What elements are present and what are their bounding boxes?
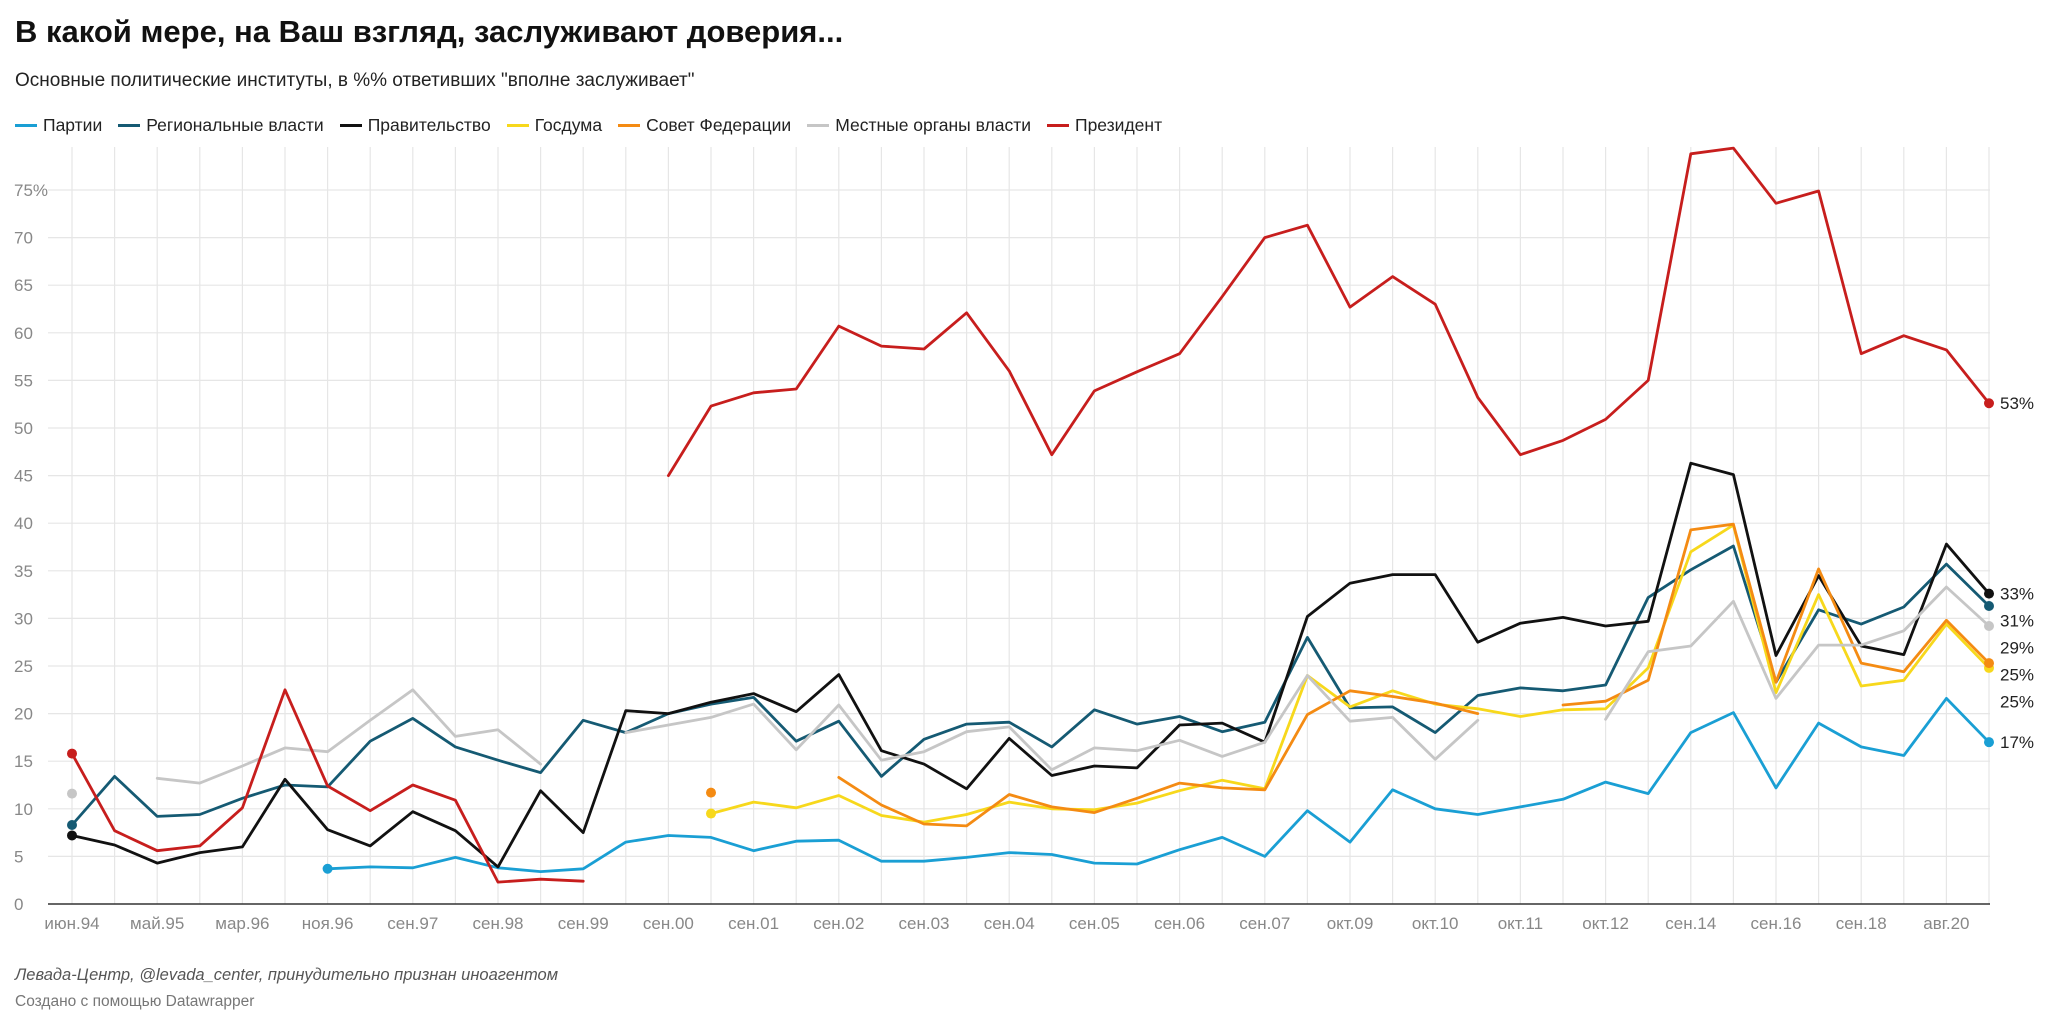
legend-label: Президент [1075, 115, 1163, 135]
series-end-label: 25% [2000, 693, 2034, 712]
x-tick-label: сен.98 [473, 914, 524, 933]
series-line [1561, 522, 1991, 707]
y-tick-label: 25 [14, 657, 33, 676]
x-tick-label: мар.96 [215, 914, 269, 933]
series-end-point [1984, 588, 1994, 599]
series-start-point [322, 863, 333, 874]
y-tick-label: 20 [14, 705, 33, 724]
series-end-label: 33% [2000, 585, 2034, 604]
y-tick-label: 60 [14, 324, 33, 343]
x-tick-label: окт.11 [1498, 914, 1543, 933]
series-end-point [1984, 601, 1994, 612]
y-tick-label: 55 [14, 371, 33, 390]
series-start-point [706, 787, 716, 798]
legend-label: Совет Федерации [646, 115, 792, 135]
series-start-point [67, 788, 77, 799]
legend-label: Госдума [534, 115, 603, 135]
series-start-point [67, 748, 77, 759]
x-tick-label: сен.99 [558, 914, 609, 933]
series-end-label: 53% [2000, 394, 2034, 413]
series-line [70, 461, 1991, 869]
legend-item: Партии [15, 115, 102, 136]
y-tick-label: 15 [14, 752, 33, 771]
series-end-point [1984, 658, 1994, 669]
y-tick-label: 35 [14, 562, 33, 581]
series-line [667, 146, 1991, 477]
series-end-label: 25% [2000, 666, 2034, 685]
legend-label: Региональные власти [146, 115, 324, 135]
legend-item: Госдума [506, 115, 603, 136]
series-end-label: 17% [2000, 733, 2034, 752]
series-start-point [706, 808, 716, 819]
series-end-label: 31% [2000, 612, 2034, 631]
x-tick-label: сен.18 [1836, 914, 1887, 933]
chart-title: В какой мере, на Ваш взгляд, заслуживают… [15, 14, 844, 49]
x-tick-label: сен.00 [643, 914, 694, 933]
legend-swatch [618, 124, 641, 127]
y-tick-label: 70 [14, 229, 33, 248]
series-line [624, 674, 1480, 772]
x-tick-label: сен.01 [728, 914, 779, 933]
x-tick-label: авг.20 [1923, 914, 1969, 933]
legend-item: Совет Федерации [618, 115, 791, 136]
series-line [709, 523, 1991, 824]
x-tick-label: сен.03 [899, 914, 950, 933]
series-start-point [67, 819, 77, 830]
y-tick-label: 40 [14, 514, 33, 533]
y-tick-label: 10 [14, 800, 33, 819]
legend: Партии Региональные власти Правительство Го… [15, 115, 1162, 136]
chart-subtitle: Основные политические институты, в %% от… [15, 70, 695, 91]
source-note: Левада-Центр, @levada_center, принудител… [15, 966, 559, 984]
legend-swatch [807, 124, 830, 127]
series-line [70, 688, 585, 884]
x-tick-label: ноя.96 [302, 914, 354, 933]
x-tick-label: окт.09 [1327, 914, 1374, 933]
legend-item: Местные органы власти [807, 115, 1031, 136]
x-tick-label: сен.05 [1069, 914, 1120, 933]
x-tick-label: сен.04 [984, 914, 1035, 933]
legend-swatch [339, 124, 362, 127]
legend-swatch [15, 124, 37, 127]
x-tick-label: июн.94 [44, 914, 99, 933]
y-tick-label: 50 [14, 419, 33, 438]
x-tick-label: май.95 [130, 914, 184, 933]
y-tick-label: 0 [14, 895, 23, 914]
legend-label: Партии [43, 115, 103, 135]
x-tick-label: сен.14 [1665, 914, 1716, 933]
x-tick-label: сен.07 [1239, 914, 1290, 933]
x-tick-label: сен.16 [1751, 914, 1802, 933]
x-tick-label: сен.06 [1154, 914, 1205, 933]
x-tick-label: сен.97 [387, 914, 438, 933]
series-end-point [1984, 621, 1994, 632]
y-tick-label: 65 [14, 276, 33, 295]
series-line [326, 697, 1991, 873]
series-end-point [1984, 398, 1994, 409]
legend-swatch [506, 124, 529, 127]
series-line [70, 544, 1991, 827]
legend-label: Правительство [367, 115, 491, 135]
y-tick-label: 5 [14, 847, 23, 866]
legend-swatch [118, 124, 141, 127]
x-tick-label: сен.02 [813, 914, 864, 933]
series-end-point [1984, 737, 1994, 748]
y-tick-label: 30 [14, 609, 33, 628]
series-end-label: 29% [2000, 639, 2034, 658]
series-line [1604, 585, 1991, 721]
x-tick-label: окт.12 [1582, 914, 1629, 933]
y-tick-label: 75% [14, 181, 48, 200]
x-tick-label: окт.10 [1412, 914, 1459, 933]
series-line [155, 688, 542, 785]
series-start-point [67, 830, 77, 841]
credit-note: Создано с помощью Datawrapper [15, 993, 255, 1010]
y-tick-label: 45 [14, 467, 33, 486]
series-line [837, 689, 1480, 828]
legend-item: Правительство [339, 115, 491, 136]
legend-swatch [1047, 124, 1069, 127]
legend-item: Региональные власти [118, 115, 324, 136]
legend-item: Президент [1047, 115, 1162, 136]
legend-label: Местные органы власти [835, 115, 1031, 135]
